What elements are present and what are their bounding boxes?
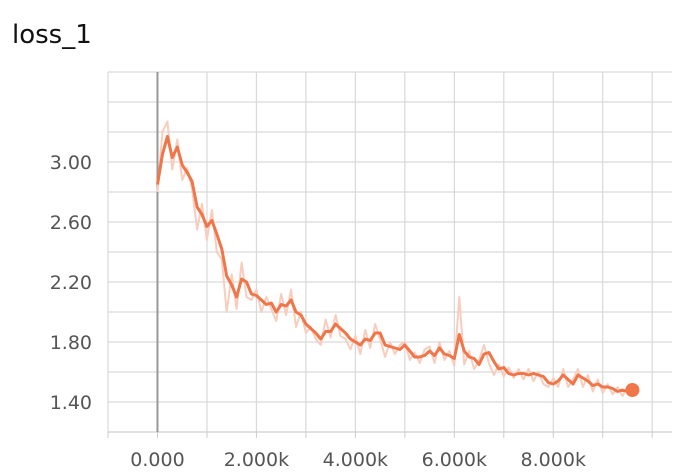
y-tick-label: 1.40 — [50, 392, 92, 414]
last-point-marker — [625, 383, 640, 397]
axis-layer — [107, 72, 672, 438]
series-layer — [156, 120, 640, 397]
smoothed-loss-line — [156, 135, 633, 393]
x-tick-label: 4.000k — [323, 449, 388, 471]
x-tick-label: 2.000k — [224, 449, 289, 471]
raw-loss-line — [156, 120, 634, 397]
x-tick-label: 0.000 — [130, 449, 184, 471]
y-tick-label: 1.80 — [50, 332, 92, 354]
x-tick-label: 6.000k — [422, 449, 487, 471]
x-tick-label: 8.000k — [521, 449, 586, 471]
y-tick-label: 2.20 — [50, 272, 92, 294]
tick-labels: 1.40 1.80 2.20 2.60 3.00 0.000 2.000k 4.000k 6.0… — [50, 152, 586, 471]
chart-title: loss_1 — [12, 20, 92, 50]
grid-layer — [107, 71, 672, 433]
y-tick-label: 3.00 — [50, 152, 92, 174]
y-tick-label: 2.60 — [50, 212, 92, 234]
